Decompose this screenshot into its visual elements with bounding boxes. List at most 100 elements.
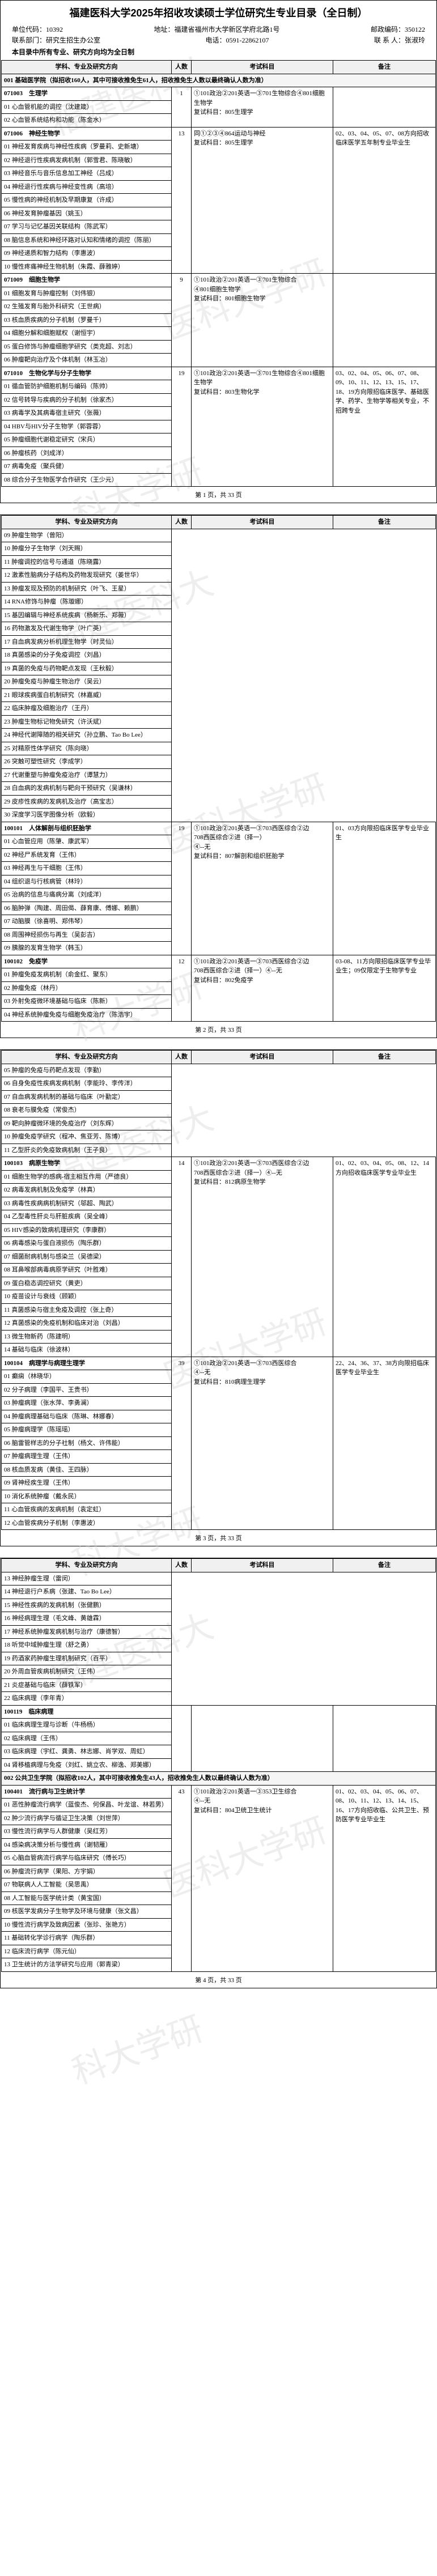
exam-line: ①101政治②201英语一③353卫生综合 — [194, 1787, 330, 1797]
major-row: 071010 生物化学与分子生物学19①101政治②201英语一③701生物综合… — [2, 367, 436, 380]
note-cell: 01、03方向限招临床医学专业毕业生 — [333, 822, 436, 955]
catalog-table: 学科、专业及研究方向人数考试科目备注05 肿瘤的免疫与药靶点发现（李勤）06 自… — [1, 1050, 436, 1530]
direction-cell: 11 真菌感染与宿主免疫及调控（张上奇） — [2, 1303, 172, 1317]
col-num: 人数 — [172, 1559, 192, 1572]
direction-row: 17 自血病发病分析机理生物学（时灵仙） — [2, 635, 436, 649]
major-row: 071009 细胞生物学9①101政治②201英语一③701生物综合④801细胞… — [2, 274, 436, 287]
direction-cell: 05 HIV感染的致病机理研究（李康群） — [2, 1223, 172, 1237]
direction-row: 12 激素性脑病分子结构及药物发现研究（姜世华） — [2, 569, 436, 583]
contact: 联 系 人：张淑玲 — [374, 35, 425, 45]
direction-cell: 05 肿瘤病理学（陈瑶瑶） — [2, 1423, 172, 1437]
direction-cell: 17 自血病发病分析机理生物学（时灵仙） — [2, 635, 172, 649]
col-num: 人数 — [172, 516, 192, 529]
direction-cell: 01 临床病理生理与诊断（牛杨杨） — [2, 1719, 172, 1732]
exam-line: ④--无 — [194, 843, 330, 852]
direction-cell: 15 基因编辑与神经系统疾病（杨新乐、郑薇） — [2, 609, 172, 622]
exam-line: 复试科目：812病原生物学 — [194, 1178, 330, 1187]
direction-cell: 18 真菌感染的分子免疫调控（刘昌） — [2, 649, 172, 662]
direction-cell: 16 神经病理生理（毛文峰、黄雄霖） — [2, 1612, 172, 1626]
col-exam: 考试科目 — [192, 1051, 333, 1064]
note-cell: 22、24、36、37、38方向限招临床医学专业毕业生 — [333, 1357, 436, 1530]
exam-line: 708西医综合②进（择一）④--无 — [194, 966, 330, 976]
enroll-num: 39 — [172, 1357, 192, 1530]
major-row: 071003 生理学1①101政治②201英语一③701生物综合④801细胞生物… — [2, 87, 436, 101]
section-cell: 002 公共卫生学院（拟招收102人，其中可接收推免生43人，招收推免生人数以最… — [2, 1772, 436, 1786]
col-num: 人数 — [172, 61, 192, 74]
direction-cell: 12 心血管疾病分子机制（李惠波） — [2, 1516, 172, 1530]
direction-cell: 06 病毒感染与蛋白液损伤（陶乐群） — [2, 1237, 172, 1251]
direction-cell: 20 外周血管疾病机制研究（王伟） — [2, 1665, 172, 1679]
catalog-table: 学科、专业及研究方向人数考试科目备注13 神经肿瘤生理（雷闵）14 神经退行户系… — [1, 1558, 436, 1972]
catalog-table: 学科、专业及研究方向人数考试科目备注09 肿瘤生物学（曾阳）10 肿瘤分子生物学… — [1, 515, 436, 1022]
direction-row: 24 神经代谢障随的相关研究（孙立鹏、Tao Bo Lee） — [2, 729, 436, 742]
direction-cell: 06 肿瘤靶向治疗及个体机制（林玉冶） — [2, 354, 172, 367]
enroll-num — [172, 1705, 192, 1772]
direction-cell: 03 病毒性疾病病机制研究（邬超、陶武） — [2, 1197, 172, 1210]
page: 福建医科大医科大学研科大学研学科、专业及研究方向人数考试科目备注09 肿瘤生物学… — [0, 515, 437, 1038]
enroll-num: 14 — [172, 1157, 192, 1357]
note-cell — [333, 274, 436, 367]
direction-cell: 10 慢性流行病学及致病因素（张珍、张艳方） — [2, 1918, 172, 1932]
direction-cell: 01 心血管应用（陈肇、康武军） — [2, 835, 172, 849]
col-note: 备注 — [333, 1051, 436, 1064]
exam-cell: ①101政治②201英语一③703西医综合②边708西医综合②进（择一）④--无… — [192, 1157, 333, 1357]
exam-line: 复试科目：801细胞生物学 — [194, 294, 330, 304]
direction-cell: 06 脑雷管样志的分子社制（杨文、许伟能） — [2, 1436, 172, 1450]
major-row: 100103 病原生物学14①101政治②201英语一③703西医综合②边708… — [2, 1157, 436, 1171]
direction-cell: 05 肿瘤细胞代谢稳定研究（宋兵） — [2, 433, 172, 447]
direction-cell: 07 自血病发病机制的基础与临床（叶勤定） — [2, 1090, 172, 1104]
exam-cell: ①101政治②201英语一③703西医综合②边708西医综合②进（择一）④--无… — [192, 955, 333, 1022]
direction-cell: 08 脑信息系统和神经环路对认知和情绪的调控（陈丽） — [2, 233, 172, 247]
col-note: 备注 — [333, 516, 436, 529]
exam-line: 复试科目：802免疫学 — [194, 976, 330, 985]
watermark: 科大学研 — [64, 2001, 209, 2094]
direction-cell: 02 心血管系统结构和功能（陈金水） — [2, 114, 172, 127]
note-cell: 02、03、04、05、07、08方向招收临床医学五年制专业毕业生 — [333, 127, 436, 274]
direction-cell: 04 HBV与HIV分子生物学（郭蓉蓉） — [2, 420, 172, 433]
dept: 联系部门：研究生招生办公室 — [12, 35, 100, 45]
direction-cell: 08 周围神经损伤与再生（吴彭吉） — [2, 928, 172, 942]
direction-cell: 06 神经发育肿瘤基因（姚玉） — [2, 207, 172, 220]
direction-cell: 15 神经性疾病的发病机制（张健鹏） — [2, 1599, 172, 1612]
direction-cell: 08 耳鼻喉部病毒病原学研究（叶胜难） — [2, 1264, 172, 1277]
direction-cell: 11 基础转化学诊行病学（陶乐群） — [2, 1932, 172, 1945]
direction-row: 14 RNA修饰与肿瘤（陈璇娜） — [2, 596, 436, 609]
direction-cell: 03 神经音乐与音乐信息加工神经（吕成） — [2, 167, 172, 181]
direction-cell: 05 慢性病的神经机制及早期康复（许成） — [2, 194, 172, 207]
major-name: 100104 病理学与病理生理学 — [2, 1357, 172, 1370]
direction-row: 09 肿瘤生物学（曾阳） — [2, 529, 436, 542]
direction-cell: 06 脑肿弹（陶建、周田偈、薛育康、傅娜、赖鹏） — [2, 902, 172, 915]
page-footer: 第 1 页，共 33 页 — [1, 487, 436, 503]
note-cell: 03-08、11方向限招临床医学专业毕业生；09仅限定于生物学专业 — [333, 955, 436, 1022]
section-cell: 001 基础医学院（拟招收160人，其中可接收推免生61人，招收推免生人数以最终… — [2, 74, 436, 87]
direction-cell: 10 肿瘤免疫学研究（程冲、焦亚芳、陈博） — [2, 1130, 172, 1144]
direction-cell: 06 肿瘤核药（刘成洋） — [2, 447, 172, 460]
direction-cell: 05 治病的信息与痛病分离（刘成洋） — [2, 889, 172, 902]
direction-cell: 01 神经发育疾病与神经性疾病（罗曼莉、史新塘） — [2, 141, 172, 154]
major-name: 100119 临床病理 — [2, 1705, 172, 1719]
direction-cell: 19 真菌的免疫与药物靶点发现（王秋毅） — [2, 662, 172, 675]
col-subject: 学科、专业及研究方向 — [2, 516, 172, 529]
col-exam: 考试科目 — [192, 1559, 333, 1572]
exam-cell: ①101政治②201英语一③703西医综合②边708西医综合②进（择一）④--无… — [192, 822, 333, 955]
direction-cell: 07 学习与记忆基因关联结构（陈武军） — [2, 220, 172, 234]
direction-cell: 13 神经肿瘤生理（雷闵） — [2, 1572, 172, 1585]
direction-cell: 26 突触可塑性研究（李成学） — [2, 755, 172, 769]
exam-cell: ①101政治②201英语一③701生物综合④801细胞生物学复试科目：803生物… — [192, 367, 333, 487]
major-name: 071009 细胞生物学 — [2, 274, 172, 287]
direction-row: 19 药酒家药肿瘤生理机制研究（百平） — [2, 1652, 436, 1665]
direction-cell: 04 神经退行性疾病与神经变性病（高培） — [2, 180, 172, 194]
note-cell: 03、02、04、05、06、07、08、09、10、11、12、13、15、1… — [333, 367, 436, 487]
note-cell — [333, 87, 436, 127]
direction-cell: 11 乙型肝炎的免疫致病机制（王子良） — [2, 1144, 172, 1157]
meta-row: 联系部门：研究生招生办公室电话：0591-22862107联 系 人：张淑玲 — [12, 35, 425, 45]
direction-row: 20 外周血管疾病机制研究（王伟） — [2, 1665, 436, 1679]
direction-row: 11 乙型肝炎的免疫致病机制（王子良） — [2, 1144, 436, 1157]
direction-row: 07 自血病发病机制的基础与临床（叶勤定） — [2, 1090, 436, 1104]
direction-cell: 19 药酒家药肿瘤生理机制研究（百平） — [2, 1652, 172, 1665]
direction-row: 14 神经退行户系病（张建、Tao Bo Lee） — [2, 1585, 436, 1599]
direction-cell: 14 RNA修饰与肿瘤（陈璇娜） — [2, 596, 172, 609]
exam-cell: ①101政治②201英语一③703西医综合④--无复试科目：810病理生理学 — [192, 1357, 333, 1530]
col-exam: 考试科目 — [192, 61, 333, 74]
direction-cell: 01 心血管机能的调控（沈建箴） — [2, 100, 172, 114]
